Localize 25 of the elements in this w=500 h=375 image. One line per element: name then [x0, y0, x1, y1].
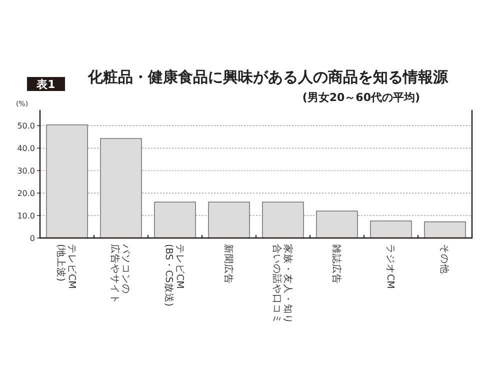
- bar: [316, 210, 358, 238]
- y-tick-label: 0: [30, 234, 35, 243]
- y-tick-label: 50.0: [17, 122, 35, 131]
- text: 表1: [36, 78, 56, 91]
- x-tick-label: その他: [438, 244, 450, 274]
- x-tick-label: 雑誌広告: [330, 244, 342, 284]
- bar: [100, 138, 142, 238]
- y-tick-label: 10.0: [17, 212, 35, 221]
- x-tick-label: ラジオCM: [384, 244, 396, 289]
- y-tick-label: 40.0: [17, 144, 35, 154]
- x-tick-label: 家族・友人・知り合いの話や口コミ: [271, 244, 294, 324]
- x-tick-label: テレビCM(BS・CS放送): [163, 244, 185, 306]
- chart-subtitle: (男女20～60代の平均): [302, 91, 420, 104]
- x-tick-label: 新聞広告: [222, 244, 234, 284]
- x-tick-label: パソコンの広告やサイト: [109, 243, 131, 304]
- bar: [208, 202, 250, 238]
- y-tick-label: 20.0: [17, 189, 35, 198]
- bar: [46, 124, 88, 238]
- bar: [424, 221, 466, 238]
- bar: [154, 202, 196, 238]
- chart-title: 化粧品・健康食品に興味がある人の商品を知る情報源: [87, 68, 449, 86]
- bar: [370, 220, 412, 238]
- x-tick-label: テレビCM(地上波): [55, 244, 77, 289]
- bar: [262, 202, 304, 238]
- y-tick-label: 30.0: [17, 166, 35, 176]
